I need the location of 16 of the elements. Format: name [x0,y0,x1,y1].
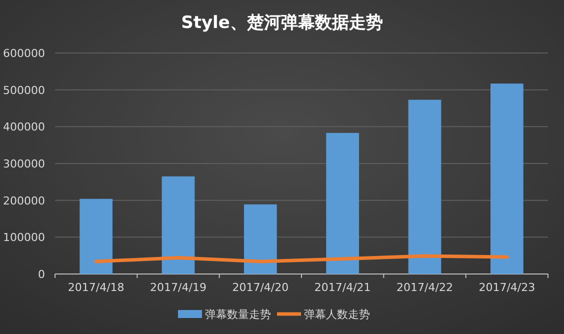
y-tick-label: 500000 [3,84,45,97]
y-tick-label: 100000 [3,231,45,244]
legend-label: 弹幕数量走势 [205,308,271,321]
x-tick-label: 2017/4/18 [68,281,124,294]
chart-title: Style、楚河弹幕数据走势 [181,13,383,33]
x-tick-label: 2017/4/19 [150,281,206,294]
x-tick-label: 2017/4/20 [232,281,289,294]
y-tick-label: 300000 [3,158,45,170]
y-tick-label: 200000 [3,194,45,208]
x-tick-label: 2017/4/21 [314,281,371,294]
x-tick-label: 2017/4/23 [478,281,536,294]
y-tick-label: 400000 [3,120,45,134]
y-tick-label: 600000 [3,47,45,60]
x-tick-label: 2017/4/22 [396,281,453,294]
y-tick-label: 0 [38,268,45,281]
legend-label: 弹幕人数走势 [304,308,370,321]
